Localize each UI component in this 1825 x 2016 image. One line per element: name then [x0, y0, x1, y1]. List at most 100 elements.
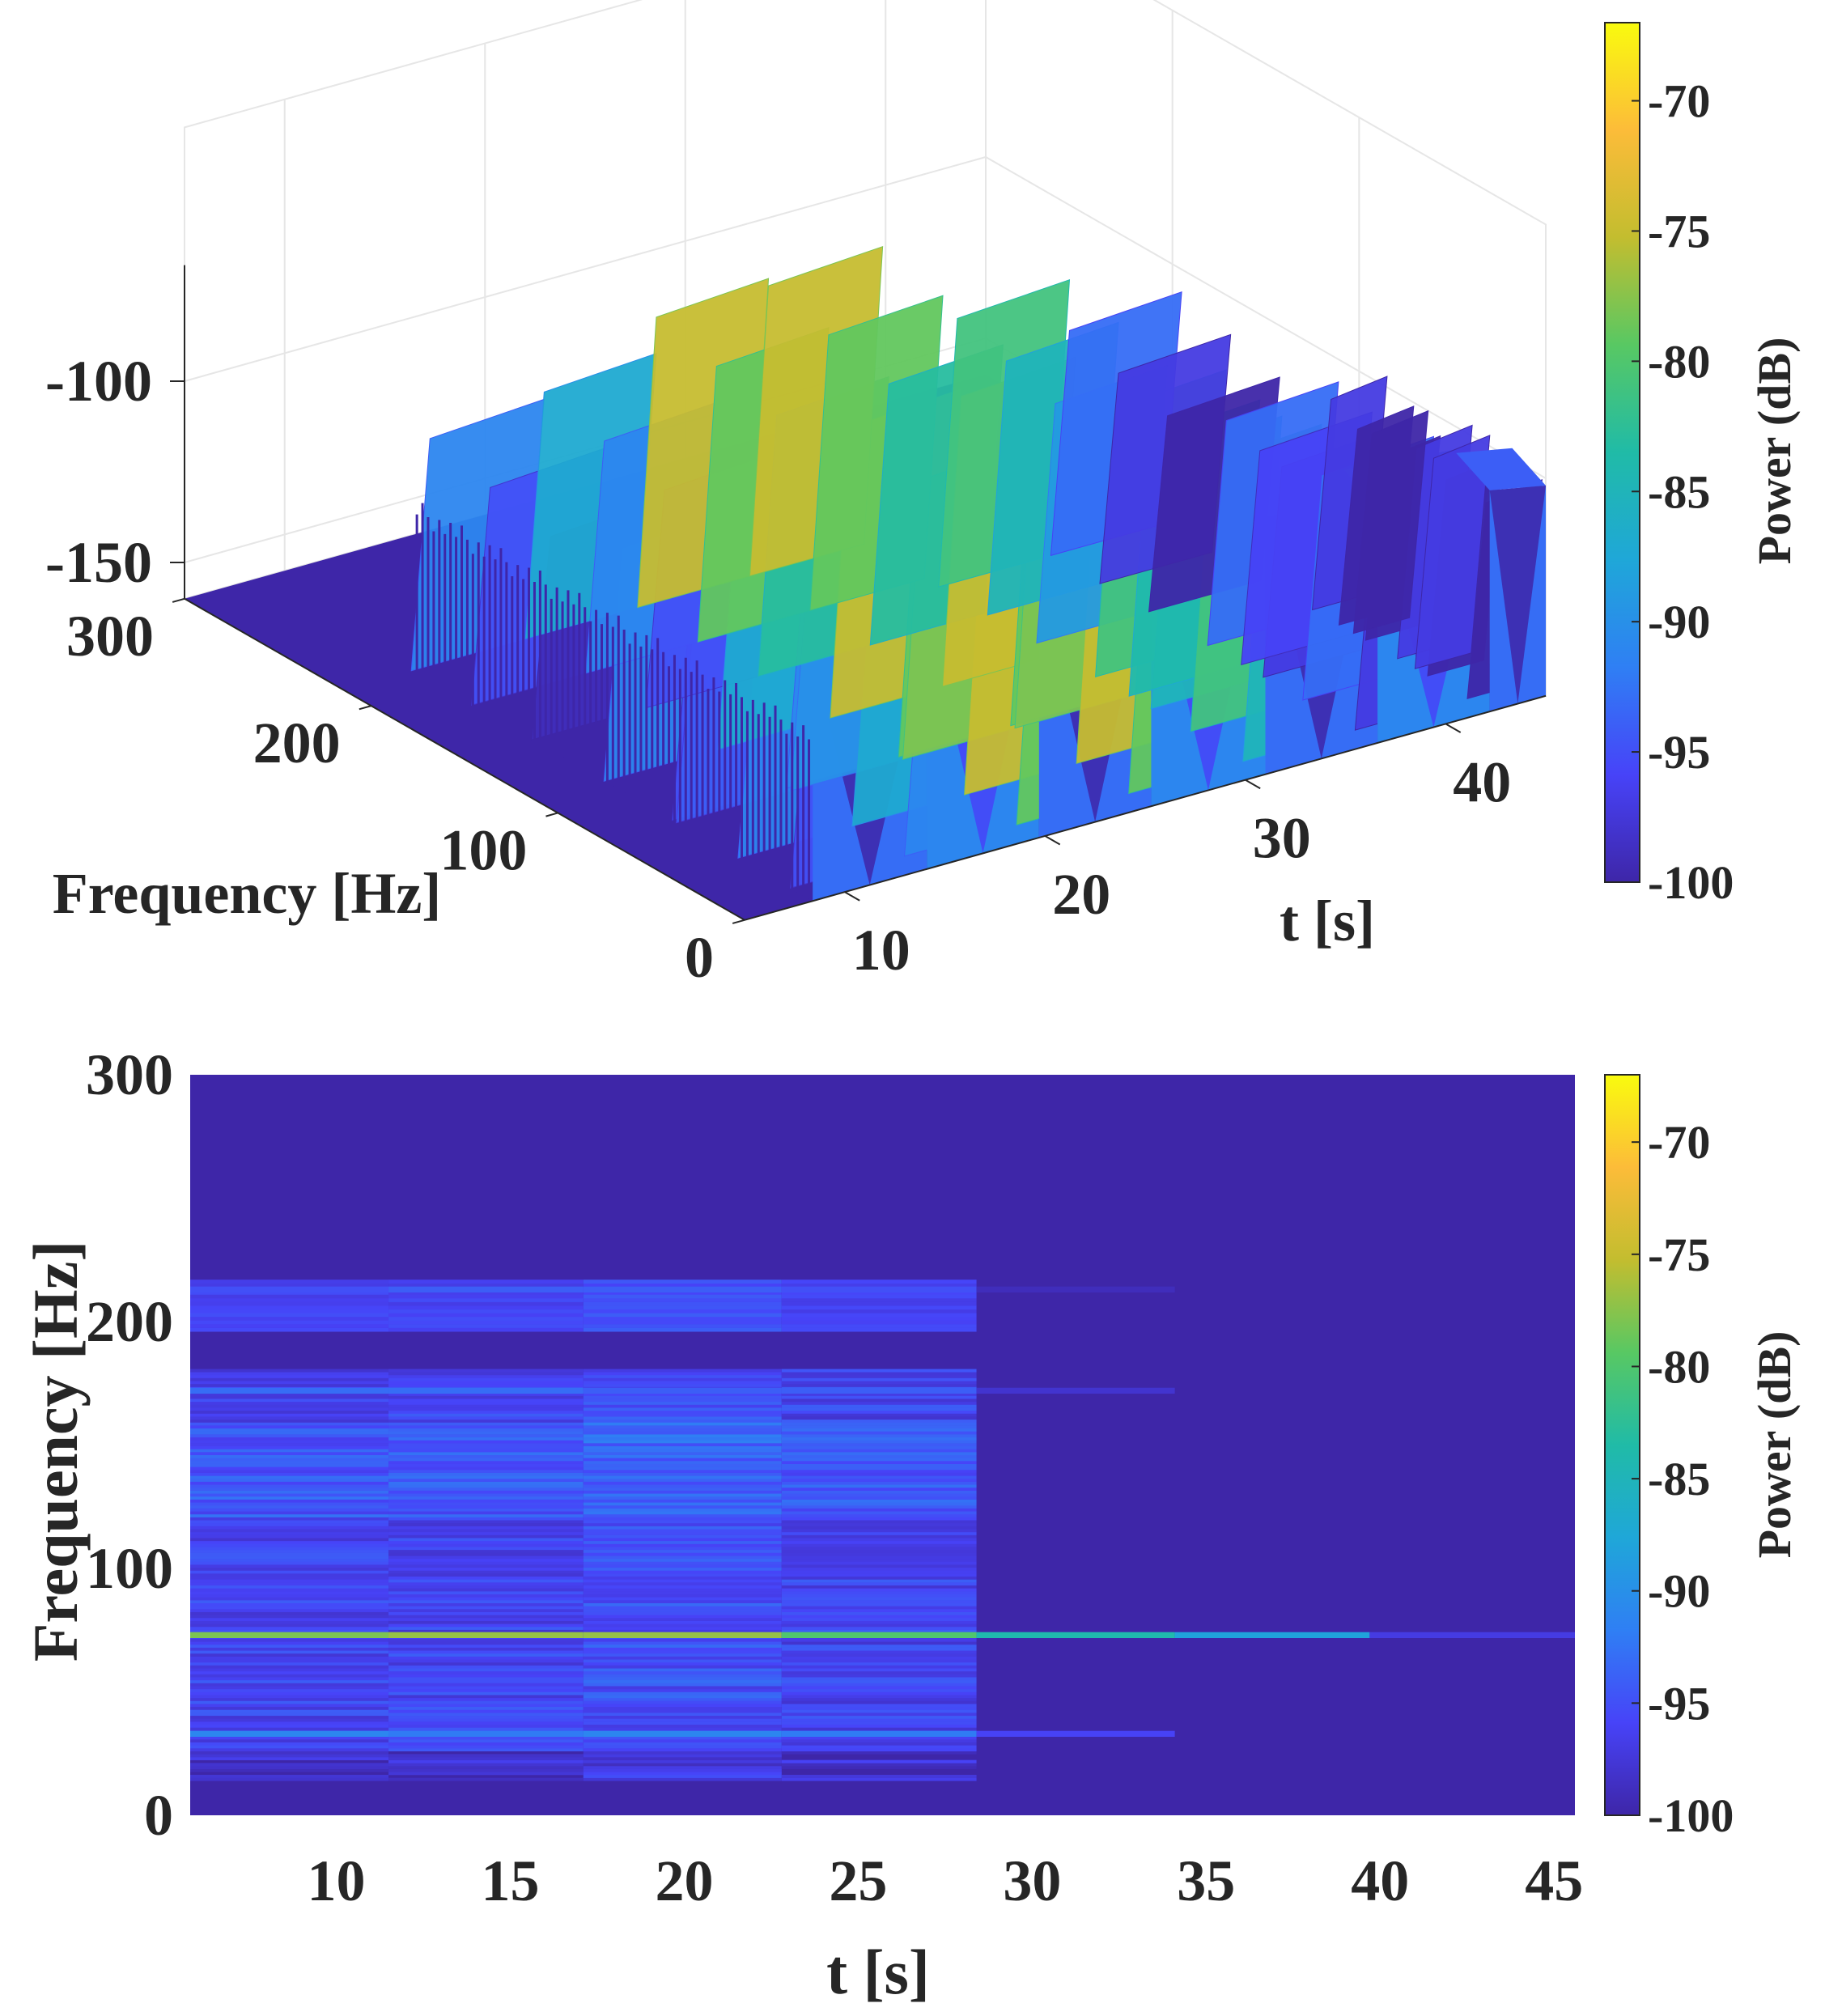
spectrogram-cell	[781, 1739, 977, 1743]
spectrogram-ticks: 10 15 20 25 30 35 40 45 0 100 200 300	[86, 1042, 1583, 1913]
spectrogram-cell	[583, 1440, 782, 1444]
spectrogram-cell	[190, 1454, 389, 1458]
spectrogram-line	[976, 1730, 1175, 1738]
spectrogram-cell	[781, 1626, 977, 1630]
spectrogram-cell	[190, 1573, 389, 1577]
spectrogram-line	[781, 1730, 977, 1738]
spectrogram-x-tick-label: 20	[655, 1848, 713, 1913]
spectrogram-cell	[583, 1691, 782, 1696]
spectrogram-cell	[388, 1369, 584, 1373]
spectrogram-cell	[388, 1461, 584, 1464]
spectrogram-cell	[388, 1588, 584, 1592]
spectrogram-cell	[583, 1556, 782, 1560]
spectrogram-cell	[190, 1606, 389, 1610]
surface-front-band	[1456, 448, 1546, 490]
spectrogram-cell	[388, 1573, 584, 1577]
spectrogram-cell	[388, 1724, 584, 1728]
spectrogram-cell	[583, 1301, 782, 1306]
surface-t-tick	[1044, 835, 1061, 846]
spectrogram-cell	[583, 1766, 782, 1769]
spectrogram-cell	[190, 1392, 389, 1396]
spectrogram-cell	[388, 1475, 584, 1479]
spectrogram-cell	[388, 1404, 584, 1408]
spectrogram-cell	[781, 1585, 977, 1589]
spectrogram-cell	[190, 1570, 389, 1574]
spectrogram-cell	[583, 1377, 782, 1381]
spectrogram-cell	[190, 1434, 389, 1438]
spectrogram-cell	[583, 1316, 782, 1321]
spectrogram-cell	[190, 1549, 389, 1553]
spectrogram-cell	[388, 1742, 584, 1746]
colorbar-tick-label: -75	[1648, 1229, 1710, 1281]
spectrogram-cell	[781, 1721, 977, 1725]
spectrogram-segment	[388, 1280, 584, 1781]
spectrogram-line	[388, 1632, 584, 1639]
spectrogram-cell	[781, 1679, 977, 1683]
spectrogram-line	[583, 1632, 782, 1639]
spectrogram-cell	[781, 1401, 977, 1405]
spectrogram-line	[388, 1730, 584, 1738]
spectrogram-cell	[583, 1721, 782, 1725]
spectrogram-cell	[190, 1443, 389, 1447]
spectrogram-cell	[388, 1324, 584, 1328]
spectrogram-cell	[388, 1508, 584, 1512]
spectrogram-cell	[388, 1290, 584, 1295]
spectrogram-cell	[781, 1324, 977, 1328]
surface-t-tick	[1245, 779, 1261, 790]
spectrogram-cell	[583, 1768, 782, 1772]
spectrogram-cell	[583, 1305, 782, 1310]
spectrogram-cell	[583, 1294, 782, 1299]
spectrogram-cell	[583, 1656, 782, 1660]
spectrogram-cell	[190, 1644, 389, 1648]
spectrogram-cell	[388, 1377, 584, 1381]
colorbar-top-ticks: -70 -75 -80 -85 -90 -95 -100	[1632, 75, 1734, 909]
spectrogram-cell	[781, 1609, 977, 1612]
spectrogram-cell	[388, 1576, 584, 1580]
spectrogram-cell	[781, 1745, 977, 1749]
spectrogram-cell	[781, 1597, 977, 1601]
spectrogram-cell	[388, 1487, 584, 1491]
spectrogram-cell	[781, 1369, 977, 1373]
spectrogram-cell	[781, 1700, 977, 1704]
spectrogram-xlabel: t [s]	[826, 1937, 930, 2007]
spectrogram-cell	[583, 1437, 782, 1441]
spectrogram-cell	[583, 1700, 782, 1704]
surface-ridge	[1352, 410, 1429, 635]
spectrogram-cell	[583, 1490, 782, 1494]
spectrogram-cell	[781, 1549, 977, 1553]
spectrogram-cell	[190, 1561, 389, 1565]
spectrogram-cell	[190, 1745, 389, 1749]
spectrogram-cell	[388, 1695, 584, 1699]
spectrogram-cell	[388, 1309, 584, 1314]
spectrogram-cell	[781, 1567, 977, 1571]
spectrogram-cell	[190, 1470, 389, 1473]
spectrogram-cell	[388, 1772, 584, 1776]
surface-t-tick-label: 20	[1052, 862, 1110, 927]
spectrogram-cell	[583, 1538, 782, 1542]
spectrogram-cell	[781, 1398, 977, 1403]
spectrogram-cell	[781, 1697, 977, 1701]
spectrogram-cell	[583, 1549, 782, 1553]
spectrogram-cell	[583, 1564, 782, 1568]
spectrogram-cell	[583, 1588, 782, 1592]
spectrogram-cell	[190, 1404, 389, 1408]
spectrogram-cell	[781, 1564, 977, 1568]
spectrogram-cell	[388, 1561, 584, 1565]
spectrogram-cell	[388, 1513, 584, 1517]
spectrogram-cell	[583, 1653, 782, 1657]
spectrogram-cell	[583, 1597, 782, 1601]
spectrogram-cell	[388, 1540, 584, 1544]
surface-f-tick	[172, 597, 185, 603]
spectrogram-cell	[583, 1454, 782, 1458]
spectrogram-cell	[388, 1416, 584, 1420]
spectrogram-cell	[781, 1372, 977, 1376]
spectrogram-cell	[583, 1709, 782, 1713]
surface-t-tick-label: 30	[1253, 806, 1311, 871]
spectrogram-cell	[190, 1626, 389, 1630]
spectrogram-cell	[781, 1392, 977, 1396]
spectrogram-cell	[388, 1552, 584, 1556]
spectrogram-cell	[190, 1552, 389, 1556]
spectrogram-cell	[781, 1381, 977, 1385]
spectrogram-ylabel: Frequency [Hz]	[20, 1241, 91, 1662]
spectrogram-cell	[781, 1383, 977, 1387]
